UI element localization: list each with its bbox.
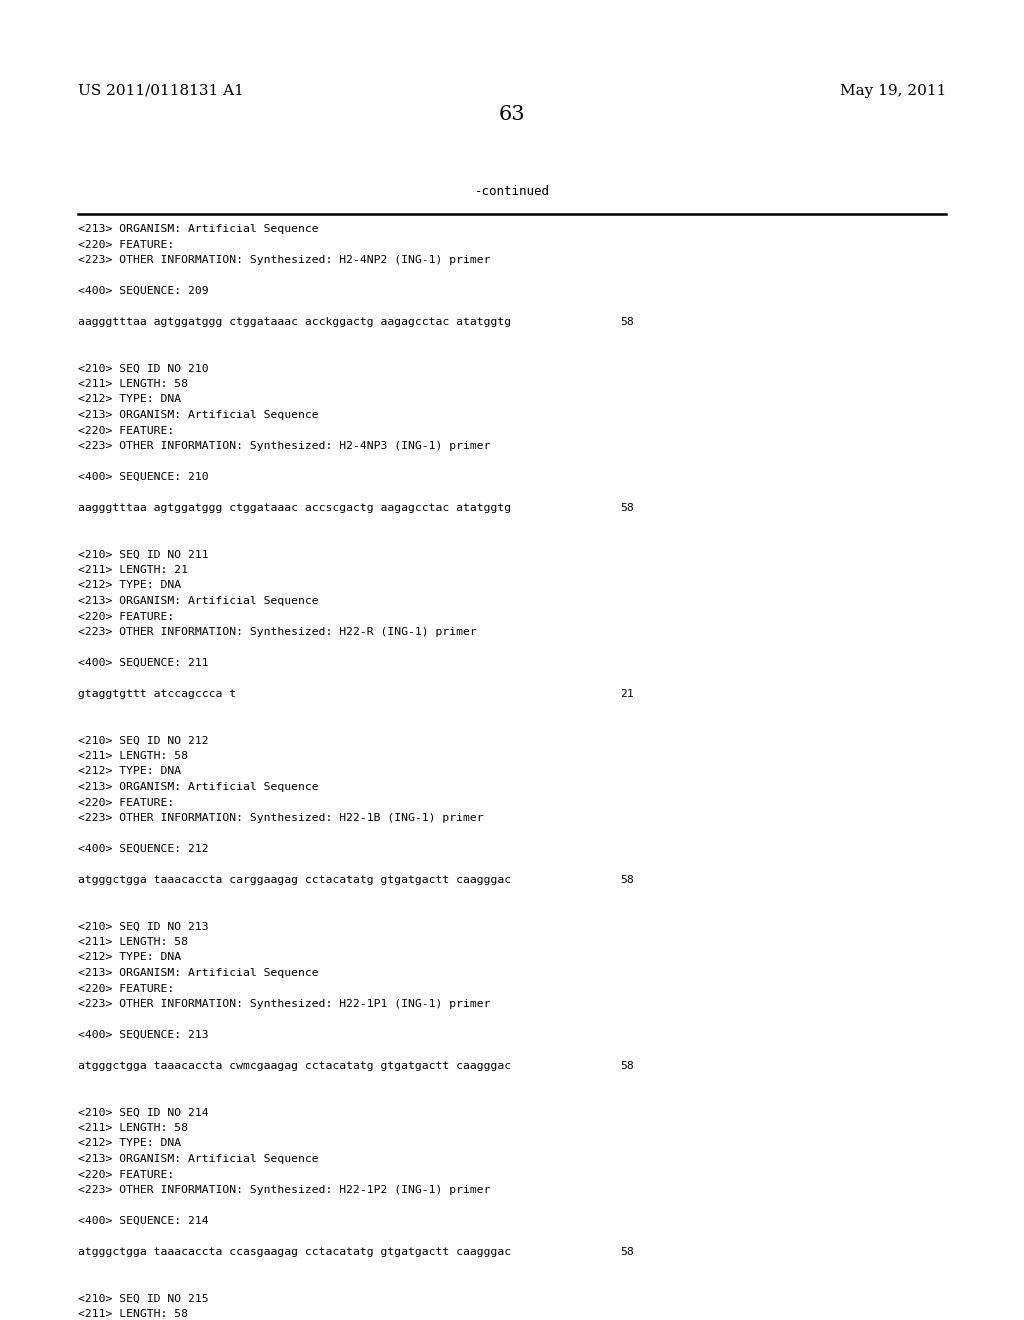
Text: 58: 58 bbox=[620, 1247, 634, 1257]
Text: <400> SEQUENCE: 214: <400> SEQUENCE: 214 bbox=[78, 1216, 209, 1226]
Text: <210> SEQ ID NO 210: <210> SEQ ID NO 210 bbox=[78, 363, 209, 374]
Text: atgggctgga taaacaccta carggaagag cctacatatg gtgatgactt caagggac: atgggctgga taaacaccta carggaagag cctacat… bbox=[78, 875, 511, 884]
Text: <210> SEQ ID NO 212: <210> SEQ ID NO 212 bbox=[78, 735, 209, 746]
Text: US 2011/0118131 A1: US 2011/0118131 A1 bbox=[78, 84, 244, 98]
Text: <212> TYPE: DNA: <212> TYPE: DNA bbox=[78, 581, 181, 590]
Text: <211> LENGTH: 58: <211> LENGTH: 58 bbox=[78, 1123, 188, 1133]
Text: <211> LENGTH: 58: <211> LENGTH: 58 bbox=[78, 379, 188, 389]
Text: <223> OTHER INFORMATION: Synthesized: H22-1P2 (ING-1) primer: <223> OTHER INFORMATION: Synthesized: H2… bbox=[78, 1185, 490, 1195]
Text: <220> FEATURE:: <220> FEATURE: bbox=[78, 425, 174, 436]
Text: <223> OTHER INFORMATION: Synthesized: H2-4NP2 (ING-1) primer: <223> OTHER INFORMATION: Synthesized: H2… bbox=[78, 255, 490, 265]
Text: 21: 21 bbox=[620, 689, 634, 700]
Text: <211> LENGTH: 58: <211> LENGTH: 58 bbox=[78, 1309, 188, 1319]
Text: <212> TYPE: DNA: <212> TYPE: DNA bbox=[78, 1138, 181, 1148]
Text: <400> SEQUENCE: 209: <400> SEQUENCE: 209 bbox=[78, 286, 209, 296]
Text: <211> LENGTH: 58: <211> LENGTH: 58 bbox=[78, 751, 188, 762]
Text: <212> TYPE: DNA: <212> TYPE: DNA bbox=[78, 395, 181, 404]
Text: <400> SEQUENCE: 211: <400> SEQUENCE: 211 bbox=[78, 657, 209, 668]
Text: -continued: -continued bbox=[474, 185, 550, 198]
Text: <223> OTHER INFORMATION: Synthesized: H22-R (ING-1) primer: <223> OTHER INFORMATION: Synthesized: H2… bbox=[78, 627, 477, 638]
Text: atgggctgga taaacaccta ccasgaagag cctacatatg gtgatgactt caagggac: atgggctgga taaacaccta ccasgaagag cctacat… bbox=[78, 1247, 511, 1257]
Text: <213> ORGANISM: Artificial Sequence: <213> ORGANISM: Artificial Sequence bbox=[78, 597, 318, 606]
Text: <223> OTHER INFORMATION: Synthesized: H22-1B (ING-1) primer: <223> OTHER INFORMATION: Synthesized: H2… bbox=[78, 813, 483, 822]
Text: <211> LENGTH: 21: <211> LENGTH: 21 bbox=[78, 565, 188, 576]
Text: aagggtttaa agtggatggg ctggataaac acckggactg aagagcctac atatggtg: aagggtttaa agtggatggg ctggataaac acckgga… bbox=[78, 317, 511, 327]
Text: <400> SEQUENCE: 210: <400> SEQUENCE: 210 bbox=[78, 473, 209, 482]
Text: <211> LENGTH: 58: <211> LENGTH: 58 bbox=[78, 937, 188, 946]
Text: <210> SEQ ID NO 214: <210> SEQ ID NO 214 bbox=[78, 1107, 209, 1118]
Text: 58: 58 bbox=[620, 1061, 634, 1071]
Text: aagggtttaa agtggatggg ctggataaac accscgactg aagagcctac atatggtg: aagggtttaa agtggatggg ctggataaac accscga… bbox=[78, 503, 511, 513]
Text: <220> FEATURE:: <220> FEATURE: bbox=[78, 611, 174, 622]
Text: <213> ORGANISM: Artificial Sequence: <213> ORGANISM: Artificial Sequence bbox=[78, 1154, 318, 1164]
Text: <223> OTHER INFORMATION: Synthesized: H22-1P1 (ING-1) primer: <223> OTHER INFORMATION: Synthesized: H2… bbox=[78, 999, 490, 1008]
Text: <220> FEATURE:: <220> FEATURE: bbox=[78, 1170, 174, 1180]
Text: <220> FEATURE:: <220> FEATURE: bbox=[78, 797, 174, 808]
Text: <400> SEQUENCE: 212: <400> SEQUENCE: 212 bbox=[78, 843, 209, 854]
Text: <210> SEQ ID NO 211: <210> SEQ ID NO 211 bbox=[78, 549, 209, 560]
Text: 58: 58 bbox=[620, 317, 634, 327]
Text: 63: 63 bbox=[499, 106, 525, 124]
Text: May 19, 2011: May 19, 2011 bbox=[840, 84, 946, 98]
Text: <213> ORGANISM: Artificial Sequence: <213> ORGANISM: Artificial Sequence bbox=[78, 781, 318, 792]
Text: <213> ORGANISM: Artificial Sequence: <213> ORGANISM: Artificial Sequence bbox=[78, 411, 318, 420]
Text: <212> TYPE: DNA: <212> TYPE: DNA bbox=[78, 953, 181, 962]
Text: <220> FEATURE:: <220> FEATURE: bbox=[78, 983, 174, 994]
Text: <213> ORGANISM: Artificial Sequence: <213> ORGANISM: Artificial Sequence bbox=[78, 224, 318, 234]
Text: <210> SEQ ID NO 213: <210> SEQ ID NO 213 bbox=[78, 921, 209, 932]
Text: 58: 58 bbox=[620, 503, 634, 513]
Text: <210> SEQ ID NO 215: <210> SEQ ID NO 215 bbox=[78, 1294, 209, 1304]
Text: atgggctgga taaacaccta cwmcgaagag cctacatatg gtgatgactt caagggac: atgggctgga taaacaccta cwmcgaagag cctacat… bbox=[78, 1061, 511, 1071]
Text: <220> FEATURE:: <220> FEATURE: bbox=[78, 239, 174, 249]
Text: <213> ORGANISM: Artificial Sequence: <213> ORGANISM: Artificial Sequence bbox=[78, 968, 318, 978]
Text: 58: 58 bbox=[620, 875, 634, 884]
Text: <223> OTHER INFORMATION: Synthesized: H2-4NP3 (ING-1) primer: <223> OTHER INFORMATION: Synthesized: H2… bbox=[78, 441, 490, 451]
Text: <400> SEQUENCE: 213: <400> SEQUENCE: 213 bbox=[78, 1030, 209, 1040]
Text: gtaggtgttt atccagccca t: gtaggtgttt atccagccca t bbox=[78, 689, 237, 700]
Text: <212> TYPE: DNA: <212> TYPE: DNA bbox=[78, 767, 181, 776]
